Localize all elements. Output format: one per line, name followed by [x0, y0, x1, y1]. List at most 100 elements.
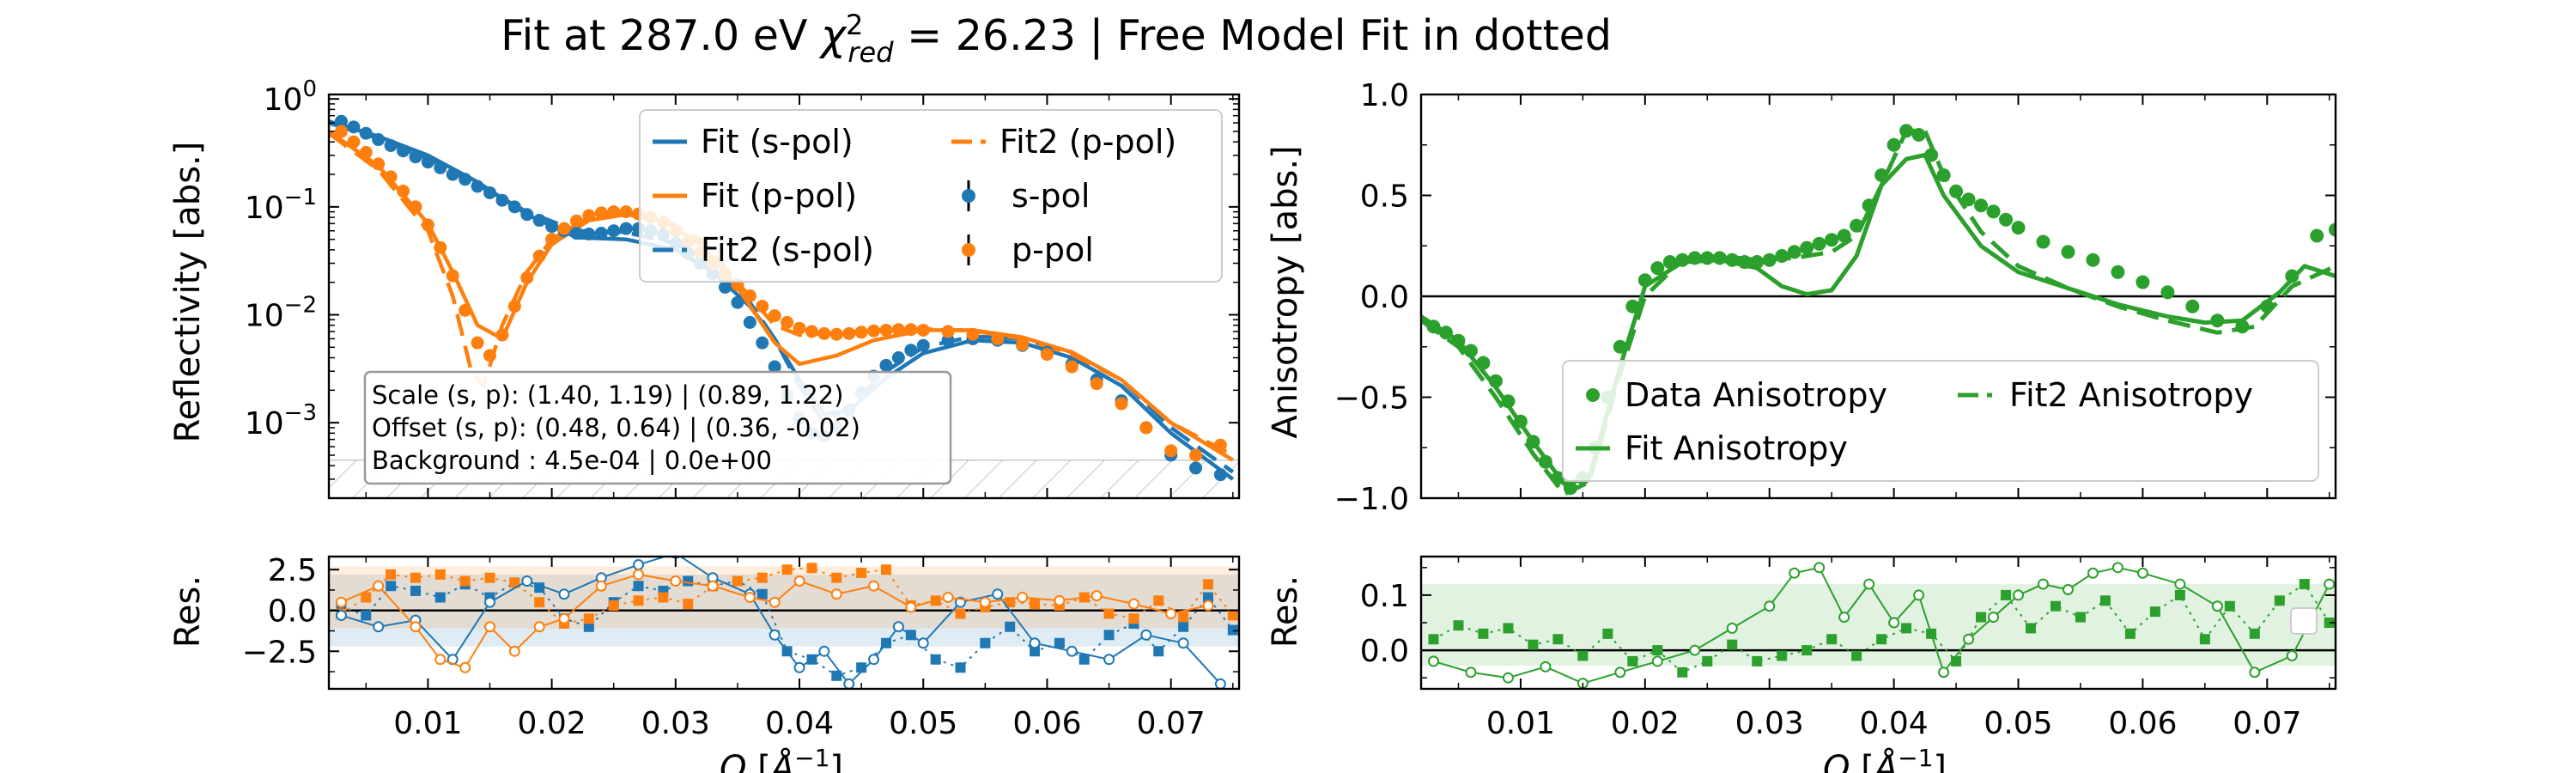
residual-right-xlabel: Q [Å−1] — [1823, 744, 1947, 773]
title-prefix: Fit at 287.0 eV — [501, 11, 821, 60]
data-point — [507, 300, 521, 313]
data-point — [743, 289, 756, 302]
residual-point — [1478, 628, 1489, 639]
anisotropy-point — [1662, 255, 1677, 270]
data-point — [793, 321, 806, 335]
residual-point — [2249, 628, 2260, 639]
data-point — [966, 327, 980, 341]
residual-point — [2274, 595, 2285, 606]
residual-point — [670, 575, 682, 587]
residual-point — [1764, 600, 1776, 612]
data-point — [941, 325, 955, 338]
anisotropy-point — [1899, 124, 1914, 138]
tick-base: 10 — [245, 406, 284, 441]
residual-point — [917, 637, 929, 649]
residual-point — [1127, 598, 1139, 610]
x-tick-label: 0.05 — [889, 706, 957, 741]
data-point — [607, 224, 621, 238]
residual-point — [2174, 589, 2185, 600]
y-tick-label: 0.5 — [1360, 180, 1409, 215]
residual-point — [955, 608, 966, 619]
anisotropy-point — [1501, 394, 1516, 409]
x-tick-label: 0.02 — [518, 706, 586, 741]
residual-point — [1727, 639, 1738, 650]
anisotropy-point — [1850, 218, 1864, 233]
residual-point — [361, 592, 372, 603]
legend-handle — [962, 243, 975, 257]
xlabel-exp: −1 — [1898, 744, 1933, 772]
residual-left-xlabel: Q [Å−1] — [720, 744, 843, 773]
data-point — [817, 326, 831, 340]
anisotropy-point — [1911, 128, 1926, 142]
data-point — [854, 326, 868, 339]
tick-exp: −2 — [284, 293, 317, 319]
anisotropy-point — [1526, 435, 1540, 449]
anisotropy-point — [1737, 255, 1752, 270]
residual-point — [1177, 637, 1189, 649]
residual-right-ylabel: Res. — [1266, 575, 1305, 648]
anisotropy-point — [2111, 265, 2125, 279]
tick-exp: −3 — [284, 400, 317, 426]
residual-point — [361, 610, 372, 621]
residual-point — [992, 588, 1004, 600]
residual-point — [1528, 639, 1539, 650]
data-point — [384, 138, 398, 152]
legend-label: s-pol — [1012, 177, 1090, 215]
y-tick-label: 0.0 — [1360, 280, 1409, 315]
anisotropy-point — [1700, 251, 1715, 265]
residual-point — [1202, 600, 1214, 612]
legend-label: Data Anisotropy — [1625, 376, 1887, 414]
data-point — [891, 323, 905, 337]
anisotropy-point — [1924, 148, 1939, 162]
residual-point — [1103, 608, 1115, 619]
residual-point — [769, 629, 781, 641]
axes-frame — [327, 555, 1241, 691]
data-point — [409, 200, 422, 214]
data-point — [372, 157, 386, 171]
residual-point — [583, 613, 594, 624]
residual-point — [1103, 630, 1115, 641]
anisotropy-point — [1825, 233, 1839, 247]
data-point — [619, 222, 633, 235]
residual-point — [1428, 634, 1439, 645]
residual-point — [2050, 600, 2061, 612]
anisotropy-point — [2210, 313, 2225, 328]
data-point — [916, 323, 930, 337]
residual-point — [707, 580, 719, 592]
data-point — [459, 303, 472, 317]
anisotropy-point — [1463, 344, 1478, 358]
residual-point — [1227, 624, 1238, 636]
residual-point — [633, 569, 645, 581]
residual-point — [1465, 666, 1477, 679]
data-point — [459, 173, 472, 186]
residual-point — [1091, 590, 1103, 602]
anisotropy-point — [1625, 299, 1640, 313]
residual-point — [980, 637, 991, 648]
annotation-line-background: Background : 4.5e-04 | 0.0e+00 — [372, 446, 772, 475]
x-tick-label: 0.01 — [1486, 706, 1555, 741]
data-point — [495, 328, 509, 342]
residual-point — [1214, 678, 1226, 689]
residual-point — [930, 654, 941, 665]
data-point — [916, 338, 930, 352]
residual-point — [1888, 617, 1900, 629]
data-point — [434, 240, 447, 254]
data-point — [731, 295, 744, 309]
anisotropy-point — [2235, 320, 2250, 334]
residual-point — [1502, 672, 1514, 684]
anisotropy-point — [1438, 326, 1453, 340]
residual-point — [1577, 650, 1589, 661]
residual-point — [818, 645, 830, 657]
fit-parameters-annotation: Scale (s, p): (1.40, 1.19) | (0.89, 1.22… — [363, 370, 952, 485]
residual-point — [831, 572, 842, 583]
legend-box — [1562, 360, 2319, 482]
title-chi: χ — [818, 11, 848, 60]
data-point — [781, 315, 794, 329]
data-point — [594, 206, 608, 220]
residual-point — [2124, 628, 2136, 639]
annotation-box — [363, 370, 952, 485]
residual-point — [1814, 562, 1826, 574]
residual-point — [1153, 646, 1164, 657]
residual-point — [2075, 612, 2086, 623]
residual-point — [2136, 567, 2148, 579]
